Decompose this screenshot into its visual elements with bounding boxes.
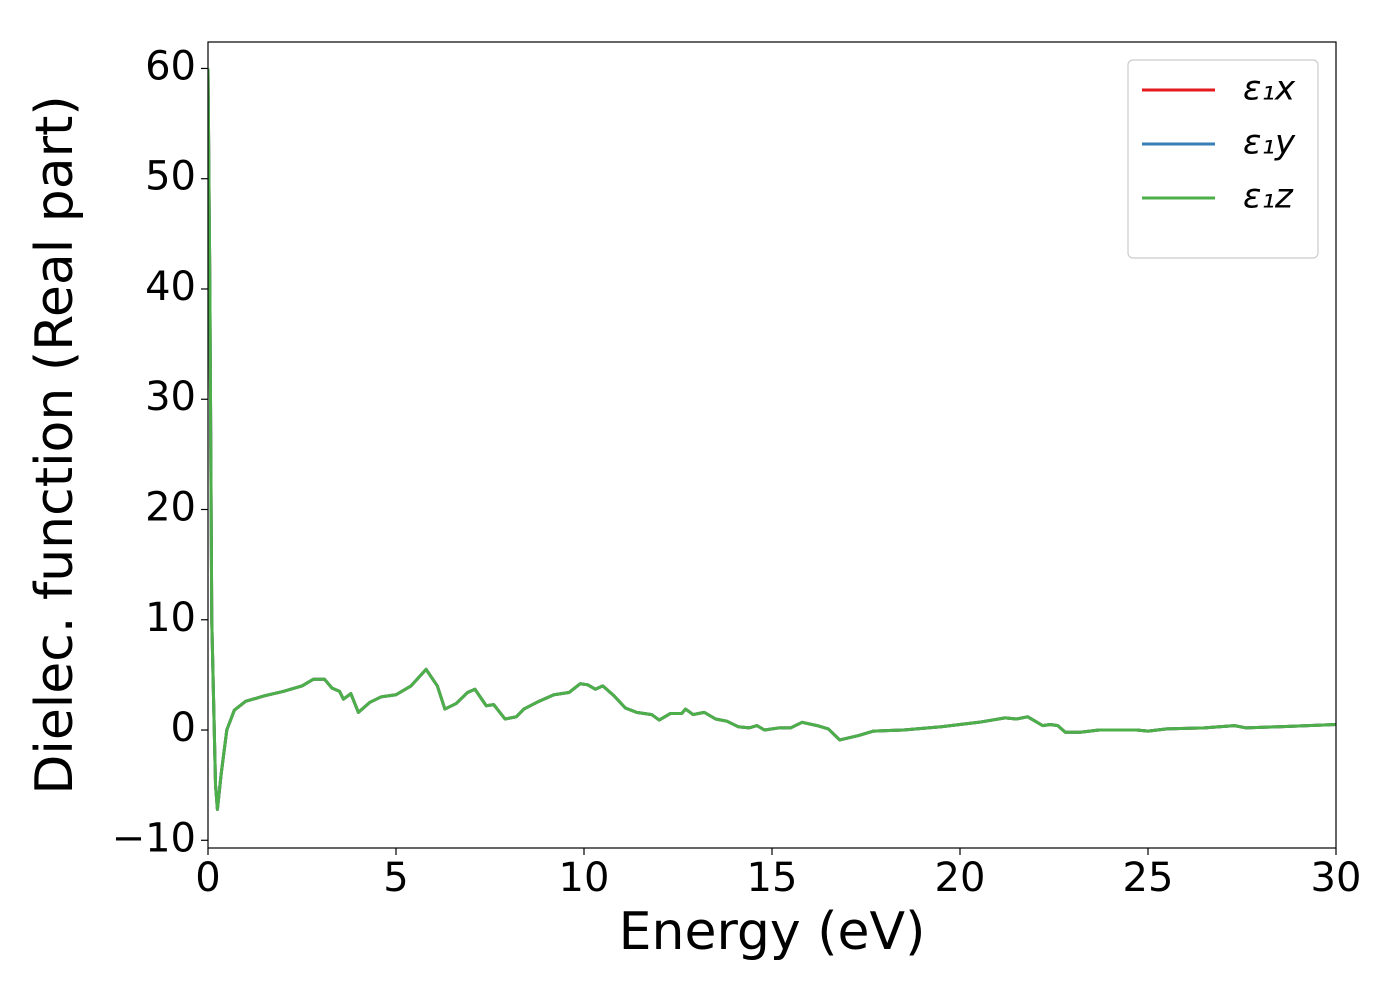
x-tick-label: 15 (747, 855, 798, 901)
y-tick-label: 60 (145, 43, 196, 89)
y-tick-label: 20 (145, 485, 196, 531)
y-tick-label: 0 (171, 705, 196, 751)
x-tick-label: 5 (383, 855, 408, 901)
x-tick-label: 30 (1311, 855, 1362, 901)
data-line (208, 68, 1336, 811)
x-tick-label: 20 (935, 855, 986, 901)
plot-frame (207, 41, 1337, 849)
legend-label: ε₁x (1243, 69, 1296, 109)
y-tick-label: 40 (145, 264, 196, 310)
y-axis-label: Dielec. function (Real part) (25, 95, 85, 794)
x-tick-label: 25 (1123, 855, 1174, 901)
y-tick-label: 30 (145, 374, 196, 420)
legend-label: ε₁z (1243, 177, 1294, 217)
x-tick-label: 10 (559, 855, 610, 901)
legend-label: ε₁y (1243, 123, 1296, 163)
legend-box (1127, 59, 1319, 259)
y-tick-label: 10 (145, 595, 196, 641)
x-tick-label: 0 (195, 855, 220, 901)
x-axis-label: Energy (eV) (619, 902, 926, 962)
y-tick-label: 50 (145, 154, 196, 200)
y-tick-label: −10 (112, 815, 196, 861)
